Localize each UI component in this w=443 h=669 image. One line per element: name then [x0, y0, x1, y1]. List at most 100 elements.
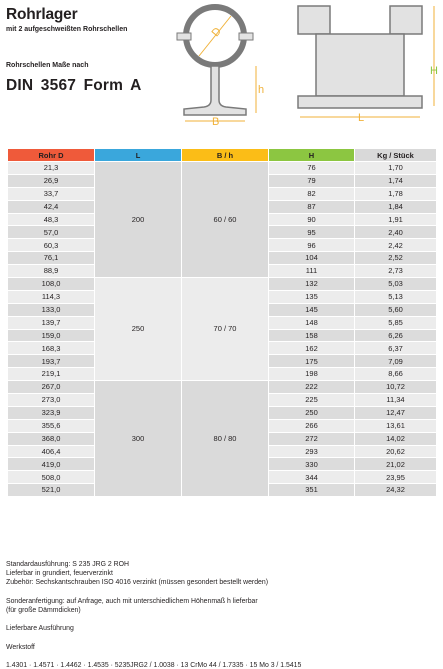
cell-rohr-d: 57,0 [7, 225, 95, 240]
cell-rohr-d: 419,0 [7, 457, 95, 472]
technical-drawing: D h B L H [176, 4, 438, 128]
cell-h: 250 [268, 405, 355, 420]
cell-rohr-d: 114,3 [7, 289, 95, 304]
cell-kg: 1,74 [354, 173, 437, 188]
cell-kg: 1,91 [354, 212, 437, 227]
cell-bh-group: 80 / 80 [181, 380, 269, 498]
note-finish: Lieferbar in grundiert, feuerverzinkt [6, 570, 113, 578]
cell-rohr-d: 88,9 [7, 264, 95, 279]
cell-h: 272 [268, 431, 355, 446]
cell-h: 175 [268, 354, 355, 369]
cell-rohr-d: 48,3 [7, 212, 95, 227]
table-row: 114,3 135 5,13 [7, 289, 437, 304]
cell-h: 158 [268, 328, 355, 343]
cell-rohr-d: 60,3 [7, 238, 95, 253]
cell-rohr-d: 355,6 [7, 418, 95, 433]
cell-rohr-d: 42,4 [7, 199, 95, 214]
table-row: 406,4 293 20,62 [7, 444, 437, 459]
note-accessories: Zubehör: Sechskantschrauben ISO 4016 ver… [6, 579, 268, 587]
cell-kg: 5,13 [354, 289, 437, 304]
spec-table-header-row: Rohr D L B / h H Kg / Stück [7, 148, 437, 162]
table-row: 168,3 162 6,37 [7, 341, 437, 356]
table-row: 267,0 300 80 / 80 222 10,72 [7, 380, 437, 498]
cell-kg: 1,78 [354, 186, 437, 201]
cell-rohr-d: 168,3 [7, 341, 95, 356]
cell-kg: 2,73 [354, 264, 437, 279]
cell-kg: 2,42 [354, 238, 437, 253]
cell-kg: 1,84 [354, 199, 437, 214]
table-row: 521,0 351 24,32 [7, 483, 437, 498]
cell-kg: 5,85 [354, 315, 437, 330]
cell-kg: 14,02 [354, 431, 437, 446]
table-row: 419,0 330 21,02 [7, 457, 437, 472]
col-header-rohr-d: Rohr D [7, 148, 95, 162]
table-row: 33,7 82 1,78 [7, 186, 437, 201]
spec-table: Rohr D L B / h H Kg / Stück 21,3 200 60 / … [7, 148, 437, 498]
cell-h: 79 [268, 173, 355, 188]
cell-h: 225 [268, 393, 355, 407]
cell-rohr-d: 368,0 [7, 431, 95, 446]
label-b: B [212, 116, 219, 128]
cell-rohr-d: 508,0 [7, 470, 95, 485]
table-row: 76,1 104 2,52 [7, 251, 437, 266]
cell-bh-group: 60 / 60 [181, 160, 269, 279]
cell-kg: 10,72 [354, 380, 437, 395]
spec-table-body: 21,3 200 60 / 60 76 1,70 26,9 79 1,74 33,7 82 1,78… [7, 160, 437, 498]
label-l: L [358, 112, 364, 124]
label-h-upper: H [430, 65, 438, 77]
cell-h: 344 [268, 470, 355, 485]
cell-rohr-d: 159,0 [7, 328, 95, 343]
cell-kg: 11,34 [354, 393, 437, 407]
cell-bh-group: 70 / 70 [181, 277, 269, 382]
cell-kg: 23,95 [354, 470, 437, 485]
table-row: 57,0 95 2,40 [7, 225, 437, 240]
cell-rohr-d: 108,0 [7, 277, 95, 291]
measure-reference-label: Rohrschellen Maße nach [6, 62, 89, 69]
cell-kg: 2,52 [354, 251, 437, 266]
col-header-kg: Kg / Stück [354, 148, 437, 162]
note-special-detail: (für große Dämmdicken) [6, 607, 81, 614]
cell-h: 76 [268, 161, 355, 175]
cell-rohr-d: 193,7 [7, 354, 95, 369]
cell-h: 266 [268, 418, 355, 433]
cell-h: 293 [268, 444, 355, 459]
cell-l-group: 200 [94, 160, 182, 279]
cell-h: 132 [268, 277, 355, 291]
cell-rohr-d: 133,0 [7, 302, 95, 317]
table-row: 108,0 250 70 / 70 132 5,03 [7, 277, 437, 382]
table-row: 219,1 198 8,66 [7, 367, 437, 382]
table-row: 60,3 96 2,42 [7, 238, 437, 253]
cell-h: 104 [268, 251, 355, 266]
cell-kg: 2,40 [354, 225, 437, 240]
cell-kg: 21,02 [354, 457, 437, 472]
cell-h: 148 [268, 315, 355, 330]
cell-h: 90 [268, 212, 355, 227]
cell-rohr-d: 323,9 [7, 405, 95, 420]
table-row: 355,6 266 13,61 [7, 418, 437, 433]
table-row: 48,3 90 1,91 [7, 212, 437, 227]
cell-kg: 5,03 [354, 277, 437, 291]
front-view: D h B [176, 4, 264, 128]
cell-h: 96 [268, 238, 355, 253]
cell-rohr-d: 76,1 [7, 251, 95, 266]
cell-kg: 8,66 [354, 367, 437, 382]
cell-h: 82 [268, 186, 355, 201]
cell-kg: 1,70 [354, 161, 437, 175]
cell-h: 351 [268, 483, 355, 498]
cell-rohr-d: 219,1 [7, 367, 95, 382]
cell-kg: 5,60 [354, 302, 437, 317]
cell-rohr-d: 33,7 [7, 186, 95, 201]
col-header-l: L [94, 148, 182, 162]
cell-kg: 6,37 [354, 341, 437, 356]
note-delivery: Lieferbare Ausführung [6, 625, 74, 633]
cell-rohr-d: 139,7 [7, 315, 95, 330]
cell-l-group: 250 [94, 277, 182, 382]
cell-h: 222 [268, 380, 355, 395]
table-row: 508,0 344 23,95 [7, 470, 437, 485]
cell-kg: 20,62 [354, 444, 437, 459]
cell-kg: 7,09 [354, 354, 437, 369]
page-subtitle: mit 2 aufgeschweißten Rohrschellen [6, 26, 128, 33]
note-material-heading: Werkstoff [6, 643, 35, 651]
label-h: h [258, 84, 264, 96]
table-row: 88,9 111 2,73 [7, 264, 437, 279]
